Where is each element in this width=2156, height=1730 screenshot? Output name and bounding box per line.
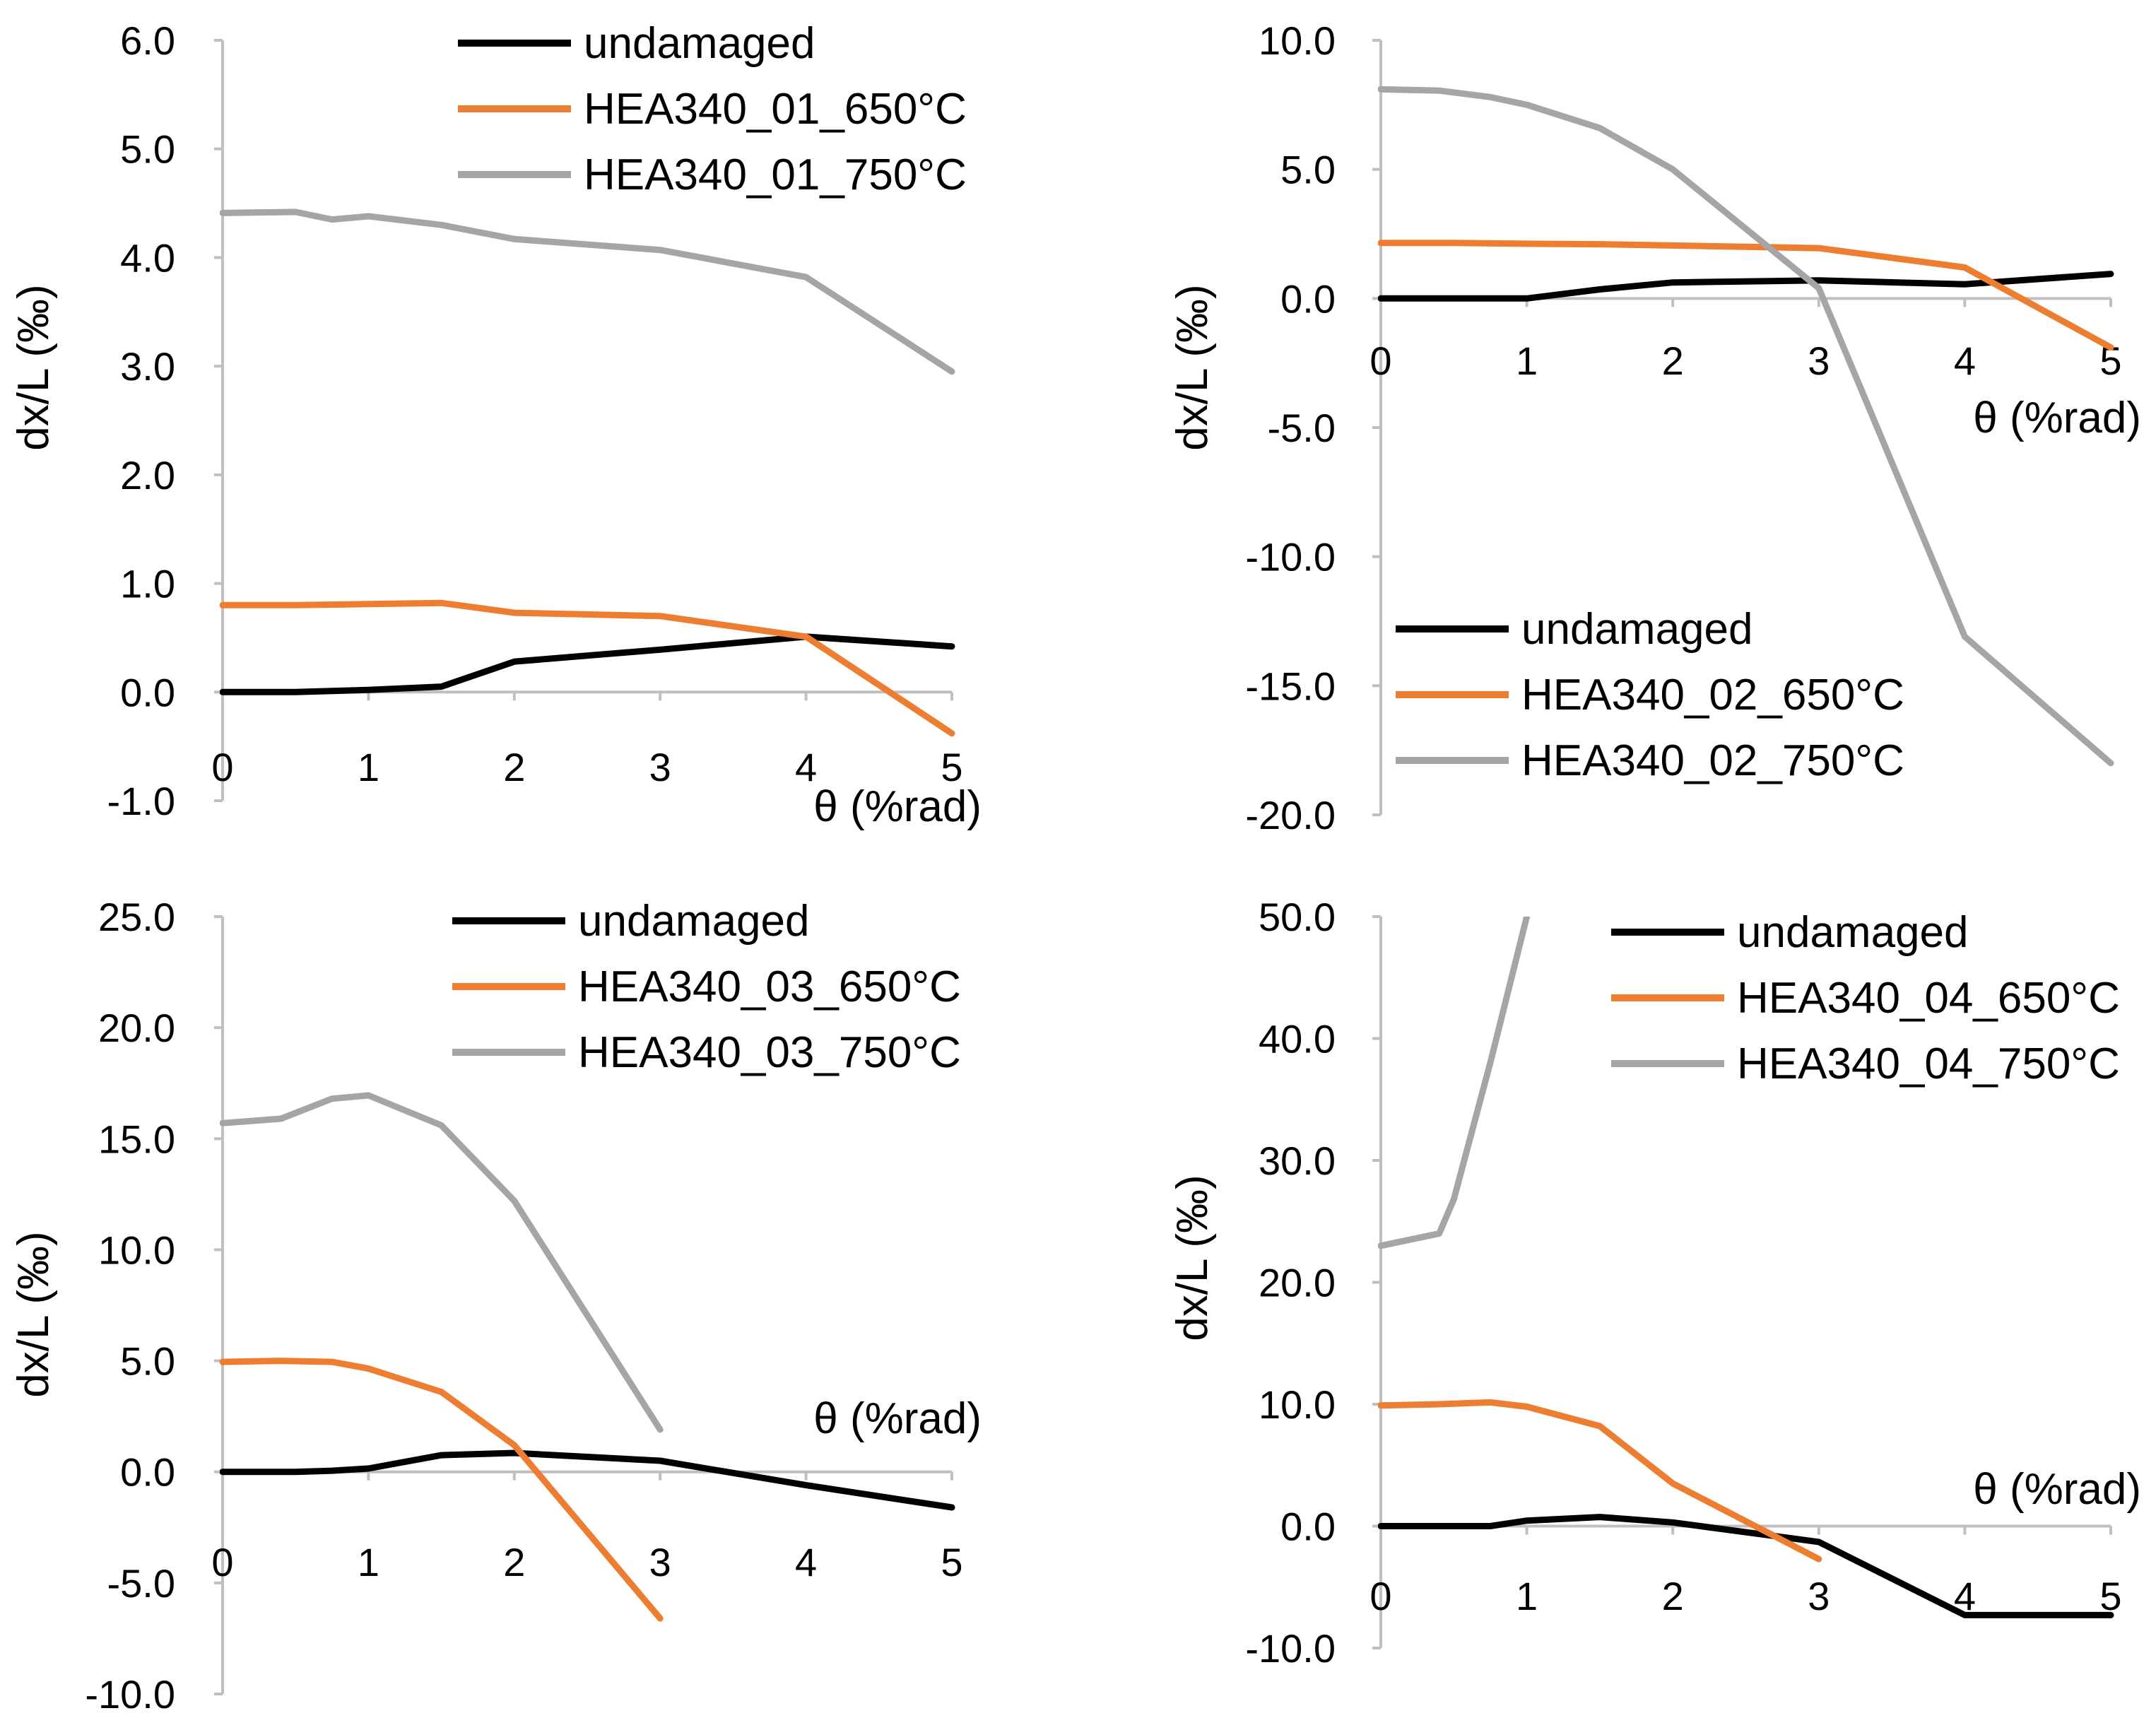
y-axis-label: dx/L (‰) [1168,1175,1217,1341]
y-tick-label: 15.0 [98,1117,175,1161]
x-tick-label: 3 [1808,1574,1830,1618]
x-tick-label: 2 [1662,1574,1684,1618]
series-line-hea340-03-650-c [220,1358,664,1622]
panel-bottom-left: -10.0 -5.0 0.0 5.0 10.0 15.0 20.0 25.0 0 1 2 3 4 5 und… [9,895,982,1717]
y-tick-label: 0.0 [1280,1505,1336,1549]
y-tick-label: -10.0 [1245,535,1336,579]
x-tick-label: 0 [1369,1574,1391,1618]
series-line-undamaged [1378,1514,2114,1618]
y-tick-label: -20.0 [1245,793,1336,837]
series-line-hea340-04-650-c [1378,1399,1822,1563]
series-line-undamaged [220,633,955,695]
panel-top-right: -20.0-15.0-10.0-5.00.05.010.00 1 2 3 4 5undam… [1168,18,2141,837]
x-axis-label: θ (%rad) [813,782,982,831]
y-tick-label: 3.0 [120,344,175,389]
series-line-hea340-04-750-c [1378,917,1531,1249]
y-tick-label: 10.0 [1259,1382,1336,1427]
y-tick-label: -1.0 [107,779,176,823]
y-tick-label: 25.0 [98,895,175,939]
x-axis-label: θ (%rad) [813,1394,982,1443]
y-tick-label: 20.0 [98,1006,175,1050]
legend-label: undamaged [578,897,810,946]
y-tick-label: 6.0 [120,18,175,63]
x-tick-label: 1 [358,745,379,789]
x-tick-label: 1 [358,1540,379,1584]
x-tick-label: 0 [211,1540,233,1584]
x-tick-label: 4 [1954,339,1976,383]
series-line-undamaged [220,1449,955,1511]
y-tick-label: -15.0 [1245,664,1336,708]
panel-bottom-right: -10.00.010.020.030.040.050.00 1 2 3 4 5undama… [1168,895,2141,1671]
y-tick-label: 1.0 [120,562,175,606]
x-tick-label: 3 [649,745,671,789]
y-tick-label: 5.0 [120,1339,175,1384]
y-tick-label: 2.0 [120,453,175,498]
x-axis-label: θ (%rad) [1973,394,2141,442]
legend-label: HEA340_03_750°C [578,1028,961,1077]
legend-label: HEA340_02_650°C [1521,671,1904,719]
y-tick-label: 5.0 [120,127,175,172]
legend-label: undamaged [1521,605,1753,654]
series-line-hea340-02-750-c [1378,86,2114,767]
x-tick-label: 3 [1808,339,1830,383]
x-tick-label: 2 [1662,339,1684,383]
x-tick-label: 5 [2099,1574,2121,1618]
y-tick-label: 20.0 [1259,1261,1336,1305]
y-tick-label: 5.0 [1280,148,1336,192]
legend-label: HEA340_02_750°C [1521,736,1904,785]
x-tick-label: 4 [795,1540,817,1584]
y-tick-label: -10.0 [85,1672,175,1717]
x-tick-label: 2 [503,745,525,789]
series-line-hea340-03-750-c [220,1092,664,1433]
legend-label: undamaged [1737,908,1969,957]
y-tick-label: 40.0 [1259,1017,1336,1061]
y-tick-label: 0.0 [120,670,175,714]
x-axis-label: θ (%rad) [1973,1465,2141,1514]
legend-label: HEA340_01_750°C [584,151,967,199]
y-tick-label: -5.0 [107,1561,176,1606]
legend-label: HEA340_04_750°C [1737,1040,2120,1088]
legend-label: HEA340_01_650°C [584,85,967,134]
y-tick-label: 0.0 [1280,276,1336,321]
series-line-hea340-02-650-c [1378,240,2114,351]
y-axis-label: dx/L (‰) [9,284,58,450]
x-tick-label: 4 [795,745,817,789]
y-tick-label: 10.0 [1259,18,1336,63]
x-tick-label: 0 [1369,339,1391,383]
series-line-undamaged [1378,271,2114,302]
y-tick-label: -5.0 [1268,406,1336,450]
x-tick-label: 1 [1516,1574,1538,1618]
x-tick-label: 5 [941,745,962,789]
x-tick-label: 0 [211,745,233,789]
x-tick-label: 2 [503,1540,525,1584]
y-tick-label: 0.0 [120,1450,175,1495]
x-tick-label: 5 [941,1540,962,1584]
y-axis-label: dx/L (‰) [9,1231,58,1397]
legend-label: HEA340_04_650°C [1737,974,2120,1023]
x-tick-label: 3 [649,1540,671,1584]
panel-top-left: -1.0 0.0 1.0 2.0 3.0 4.0 5.0 6.0 0 1 2 3 4 5 undamaged… [9,18,982,831]
legend-label: HEA340_03_650°C [578,963,961,1011]
y-tick-label: 4.0 [120,235,175,280]
series-line-hea340-01-650-c [220,599,955,737]
y-tick-label: 10.0 [98,1228,175,1272]
y-tick-label: 50.0 [1259,895,1336,939]
y-axis-label: dx/L (‰) [1168,284,1217,450]
y-tick-label: -10.0 [1245,1626,1336,1671]
x-tick-label: 1 [1516,339,1538,383]
series-line-hea340-01-750-c [220,208,955,375]
legend-label: undamaged [584,19,815,68]
y-tick-label: 30.0 [1259,1138,1336,1183]
